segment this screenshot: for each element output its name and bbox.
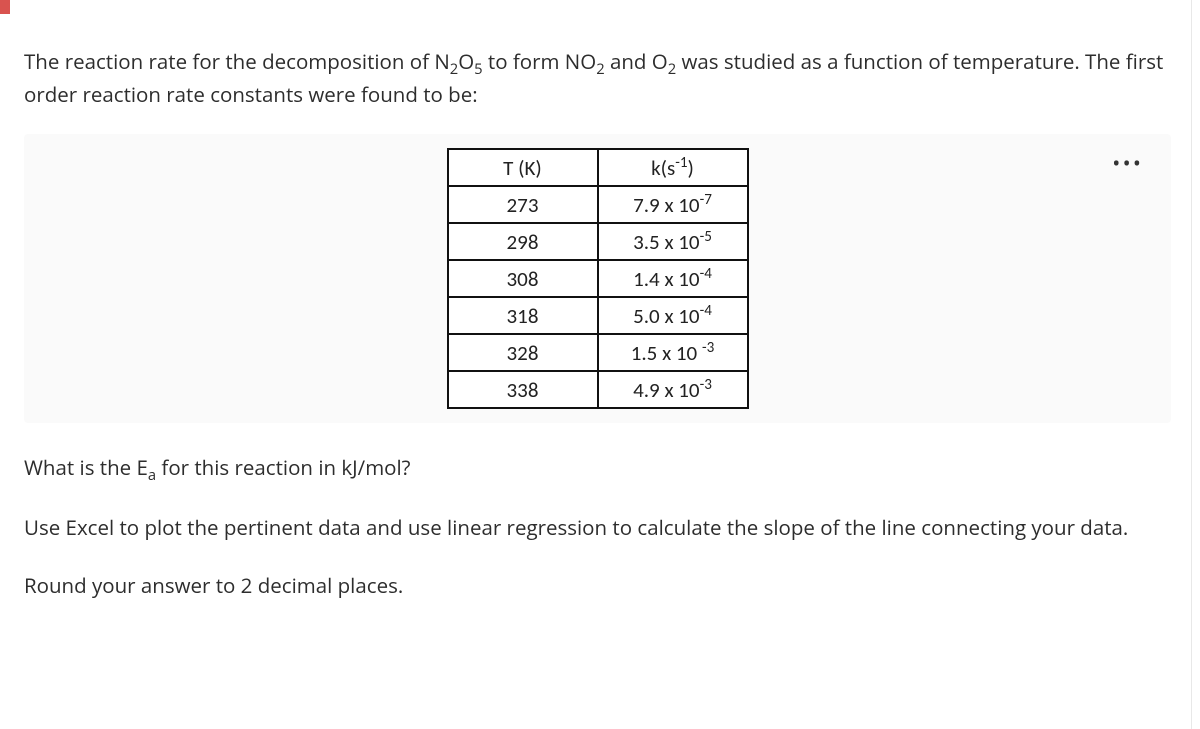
table-header-row: T (K) k(s-1)	[448, 149, 748, 186]
cell-rate-constant: 7.9 x 10-7	[598, 186, 748, 223]
k-exp: -5	[700, 228, 712, 246]
intro-sub: 2	[668, 59, 676, 79]
cell-rate-constant: 4.9 x 10-3	[598, 371, 748, 408]
intro-sub: 5	[474, 59, 482, 79]
cell-rate-constant: 1.4 x 10-4	[598, 260, 748, 297]
intro-text: The reaction rate for the decomposition …	[24, 48, 450, 76]
k-coef: 5.0 x 10	[633, 303, 699, 329]
cell-rate-constant: 5.0 x 10-4	[598, 297, 748, 334]
cell-temperature: 308	[448, 260, 598, 297]
header-sup: -1	[675, 154, 687, 172]
table-row: 328 1.5 x 10 -3	[448, 334, 748, 371]
intro-text: O	[458, 48, 474, 76]
cell-temperature: 273	[448, 186, 598, 223]
header-text: )	[688, 155, 694, 181]
intro-sub: 2	[596, 59, 604, 79]
cell-temperature: 338	[448, 371, 598, 408]
col-header-temperature: T (K)	[448, 149, 598, 186]
more-options-icon[interactable]: •••	[1112, 152, 1143, 174]
k-coef: 7.9 x 10	[633, 192, 699, 218]
intro-sub: 2	[450, 59, 458, 79]
rounding-paragraph: Round your answer to 2 decimal places.	[24, 571, 1171, 603]
intro-text: to form NO	[483, 48, 597, 76]
table-row: 273 7.9 x 10-7	[448, 186, 748, 223]
col-header-rate-constant: k(s-1)	[598, 149, 748, 186]
instruction-paragraph: Use Excel to plot the pertinent data and…	[24, 513, 1171, 545]
table-zone: ••• T (K) k(s-1) 273 7.9 x 10-7	[24, 134, 1171, 423]
k-exp: -4	[700, 302, 712, 320]
table-row: 298 3.5 x 10-5	[448, 223, 748, 260]
k-coef: 1.4 x 10	[633, 266, 699, 292]
table-body: 273 7.9 x 10-7 298 3.5 x 10-5 308 1.4 x …	[448, 186, 748, 408]
table-row: 338 4.9 x 10-3	[448, 371, 748, 408]
question-paragraph: What is the Ea for this reaction in kJ/m…	[24, 453, 1171, 487]
question-text: What is the E	[24, 454, 148, 482]
cell-temperature: 318	[448, 297, 598, 334]
k-exp: -3	[700, 376, 712, 394]
cell-temperature: 298	[448, 223, 598, 260]
cell-rate-constant: 3.5 x 10-5	[598, 223, 748, 260]
answer-divider	[24, 722, 1161, 723]
k-exp: -3	[702, 339, 714, 357]
cell-temperature: 328	[448, 334, 598, 371]
k-exp: -4	[700, 265, 712, 283]
k-exp: -7	[700, 191, 712, 209]
table-row: 308 1.4 x 10-4	[448, 260, 748, 297]
intro-text: and O	[605, 48, 668, 76]
k-coef: 1.5 x 10	[631, 340, 702, 366]
intro-paragraph: The reaction rate for the decomposition …	[24, 47, 1171, 113]
rate-constant-table: T (K) k(s-1) 273 7.9 x 10-7 298 3.5 x 10…	[447, 148, 749, 409]
cell-rate-constant: 1.5 x 10 -3	[598, 334, 748, 371]
question-card: The reaction rate for the decomposition …	[8, 0, 1192, 729]
question-sub: a	[148, 465, 156, 485]
question-text: for this reaction in kJ/mol?	[156, 454, 410, 482]
k-coef: 3.5 x 10	[633, 229, 699, 255]
table-row: 318 5.0 x 10-4	[448, 297, 748, 334]
k-coef: 4.9 x 10	[633, 377, 699, 403]
header-text: k(s	[651, 155, 675, 181]
table-wrap: T (K) k(s-1) 273 7.9 x 10-7 298 3.5 x 10…	[24, 148, 1171, 409]
